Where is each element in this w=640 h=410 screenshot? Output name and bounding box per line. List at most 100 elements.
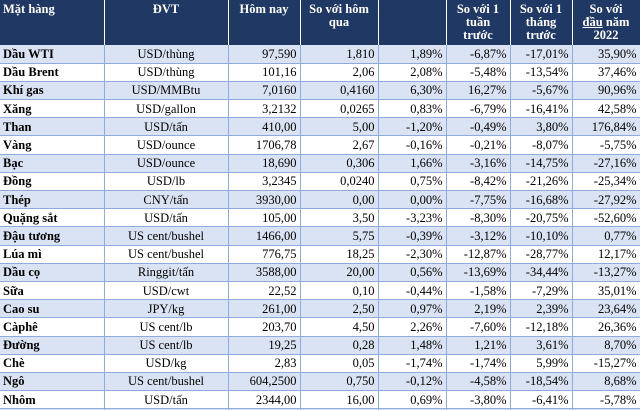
cell-abs-change: 0,4160 xyxy=(300,81,379,101)
cell-today: 1466,00 xyxy=(228,226,301,246)
cell-unit: CNY/tấn xyxy=(104,190,229,210)
cell-unit: US cent/bushel xyxy=(104,245,229,264)
cell-unit: USD/ounce xyxy=(104,154,229,173)
cell-today: 410,00 xyxy=(228,117,301,137)
table-row: Đường US cent/lb 19,25 0,28 1,48% 1,21% 3,61% 8… xyxy=(0,336,640,355)
cell-pct-day: 0,56% xyxy=(378,263,447,282)
cell-unit: USD/tấn xyxy=(104,208,229,228)
cell-pct-ytd: -5,75% xyxy=(572,135,640,155)
cell-name: Cao su xyxy=(0,299,105,319)
cell-abs-change: 0,0240 xyxy=(300,172,379,192)
table-row: Lúa mì US cent/bushel 776,75 18,25 -2,30% -12… xyxy=(0,245,640,264)
table-row: Dầu Brent USD/thùng 101,16 2,06 2,08% -5,48% -… xyxy=(0,63,640,82)
cell-pct-month: -28,77% xyxy=(510,245,573,264)
cell-pct-month: -18,54% xyxy=(510,372,573,392)
cell-pct-day: 2,08% xyxy=(378,63,447,82)
cell-unit: USD/gallon xyxy=(104,99,229,119)
cell-pct-month: -17,01% xyxy=(510,45,573,64)
cell-abs-change: 5,75 xyxy=(300,226,379,246)
cell-abs-change: 1,810 xyxy=(300,45,379,64)
cell-pct-ytd: -25,34% xyxy=(572,172,640,192)
cell-name: Ngô xyxy=(0,372,105,392)
cell-pct-week: -8,30% xyxy=(446,208,511,228)
cell-pct-week: -6,79% xyxy=(446,99,511,119)
cell-name: Nhôm xyxy=(0,390,105,410)
cell-pct-ytd: 23,64% xyxy=(572,299,640,319)
cell-pct-ytd: -52,60% xyxy=(572,208,640,228)
cell-pct-month: 5,99% xyxy=(510,354,573,373)
cell-name: Chè xyxy=(0,354,105,373)
cell-pct-day: -0,39% xyxy=(378,226,447,246)
cell-name: Dầu Brent xyxy=(0,63,105,82)
cell-unit: USD/lb xyxy=(104,172,229,192)
cell-unit: USD/tấn xyxy=(104,408,229,410)
cell-pct-week: -3,80% xyxy=(446,390,511,410)
cell-pct-week: -1,58% xyxy=(446,281,511,301)
cell-pct-week: -0,49% xyxy=(446,117,511,137)
cell-abs-change: 0,750 xyxy=(300,372,379,392)
cell-today: 776,75 xyxy=(228,245,301,264)
cell-pct-day: -8,28% xyxy=(378,408,447,410)
cell-name: Dầu WTI xyxy=(0,45,105,64)
cell-pct-week: -1,74% xyxy=(446,354,511,373)
cell-abs-change: 4,50 xyxy=(300,317,379,337)
cell-pct-ytd: 0,77% xyxy=(572,226,640,246)
cell-abs-change: 0,306 xyxy=(300,154,379,173)
cell-name: Sữa xyxy=(0,281,105,301)
header-item: Mặt hàng xyxy=(0,0,105,45)
cell-pct-month: -20,75% xyxy=(510,208,573,228)
cell-pct-day: 0,75% xyxy=(378,172,447,192)
header-vs-ytd: So với đầu năm 2022 xyxy=(572,0,640,45)
header-vs-month: So với 1 tháng trước xyxy=(510,0,573,45)
cell-abs-change: 2,67 xyxy=(300,135,379,155)
cell-pct-ytd: -13,27% xyxy=(572,263,640,282)
cell-pct-ytd: 42,58% xyxy=(572,99,640,119)
cell-today: 3588,00 xyxy=(228,263,301,282)
cell-today: 604,2500 xyxy=(228,372,301,392)
table-row: Nhôm USD/tấn 2344,00 16,00 0,69% -3,80% -6,41%… xyxy=(0,390,640,410)
cell-today: 18,690 xyxy=(228,154,301,173)
cell-abs-change: 0,0265 xyxy=(300,99,379,119)
cell-pct-day: -0,16% xyxy=(378,135,447,155)
cell-unit: US cent/bushel xyxy=(104,372,229,392)
cell-today: 2344,00 xyxy=(228,390,301,410)
cell-today: 2,83 xyxy=(228,354,301,373)
cell-unit: USD/MMBtu xyxy=(104,81,229,101)
table-row: Dầu WTI USD/thùng 97,590 1,810 1,89% -6,87% -1… xyxy=(0,45,640,64)
cell-pct-month: 2,39% xyxy=(510,299,573,319)
table-row: Ngô US cent/bushel 604,2500 0,750 -0,12% -4,5… xyxy=(0,372,640,392)
cell-pct-month: -13,54% xyxy=(510,63,573,82)
cell-pct-month: -24,89% xyxy=(510,408,573,410)
cell-name: Nickel xyxy=(0,408,105,410)
cell-pct-day: 0,69% xyxy=(378,390,447,410)
cell-pct-week: -7,75% xyxy=(446,190,511,210)
cell-today: 1706,78 xyxy=(228,135,301,155)
cell-pct-ytd: -27,16% xyxy=(572,154,640,173)
cell-pct-month: -8,07% xyxy=(510,135,573,155)
cell-abs-change: 0,10 xyxy=(300,281,379,301)
table-row: Dầu cọ Ringgit/tấn 3588,00 20,00 0,56% -13,69… xyxy=(0,263,640,282)
header-unit: ĐVT xyxy=(104,0,229,45)
cell-pct-month: 3,80% xyxy=(510,117,573,137)
cell-pct-week: 1,21% xyxy=(446,336,511,355)
cell-abs-change: 3,50 xyxy=(300,208,379,228)
cell-today: 203,70 xyxy=(228,317,301,337)
cell-unit: US cent/lb xyxy=(104,336,229,355)
cell-unit: USD/tấn xyxy=(104,390,229,410)
cell-pct-month: -5,67% xyxy=(510,81,573,101)
cell-pct-week: -7,60% xyxy=(446,317,511,337)
cell-pct-ytd: 37,46% xyxy=(572,63,640,82)
cell-unit: USD/ounce xyxy=(104,135,229,155)
cell-pct-week: -3,16% xyxy=(446,154,511,173)
cell-unit: USD/tấn xyxy=(104,117,229,137)
table-row: Than USD/tấn 410,00 5,00 -1,20% -0,49% 3,80% 17… xyxy=(0,117,640,137)
table-row: NickelUSD/tấn193471.747-8,28%-9,88%-24,8… xyxy=(0,408,640,410)
cell-pct-ytd: 8,68% xyxy=(572,372,640,392)
cell-today: 3,2345 xyxy=(228,172,301,192)
cell-pct-day: 6,30% xyxy=(378,81,447,101)
cell-name: Xăng xyxy=(0,99,105,119)
cell-unit: USD/kg xyxy=(104,354,229,373)
cell-pct-day: -1,74% xyxy=(378,354,447,373)
cell-pct-day: 0,83% xyxy=(378,99,447,119)
